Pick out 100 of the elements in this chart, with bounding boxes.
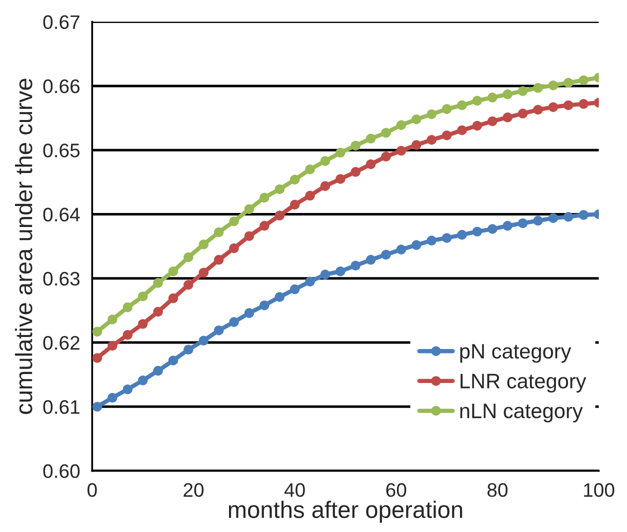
point xyxy=(122,384,132,394)
point xyxy=(548,80,558,90)
point xyxy=(153,278,163,288)
point xyxy=(518,108,528,118)
point xyxy=(548,102,558,112)
point xyxy=(442,130,452,140)
point xyxy=(229,243,239,254)
point xyxy=(350,260,360,270)
x-tick-label: 20 xyxy=(184,483,204,497)
point xyxy=(578,75,588,86)
y-axis-title: cumulative area under the curve xyxy=(14,78,32,414)
point xyxy=(366,254,376,265)
point xyxy=(578,210,588,220)
point xyxy=(198,268,208,278)
point xyxy=(457,125,467,136)
point xyxy=(184,344,194,354)
point xyxy=(564,78,574,88)
point xyxy=(518,218,528,228)
point xyxy=(108,340,118,351)
y-tick-label: 0.64 xyxy=(43,208,80,222)
x-axis-title: months after operation xyxy=(228,500,462,523)
point xyxy=(442,233,452,243)
point xyxy=(426,109,436,120)
point xyxy=(305,190,315,201)
point xyxy=(381,128,391,138)
x-tick-label: 80 xyxy=(487,483,508,497)
point xyxy=(214,325,224,336)
point xyxy=(518,86,528,96)
point xyxy=(229,216,239,226)
point xyxy=(366,134,376,144)
point xyxy=(244,231,254,241)
legend-label: nLN category xyxy=(460,404,583,422)
point xyxy=(184,252,194,262)
point xyxy=(260,300,270,310)
point xyxy=(184,280,194,290)
x-tick-label: 40 xyxy=(284,483,305,497)
point xyxy=(229,317,239,327)
point xyxy=(274,292,284,302)
point xyxy=(548,213,558,223)
point xyxy=(457,100,467,110)
point xyxy=(244,308,254,318)
point xyxy=(108,314,118,324)
y-tick-label: 0.61 xyxy=(43,400,80,414)
y-tick-label: 0.67 xyxy=(43,15,80,30)
point xyxy=(350,140,360,150)
point xyxy=(488,116,498,126)
point xyxy=(472,96,482,106)
point xyxy=(502,112,512,122)
point xyxy=(290,200,300,210)
point xyxy=(396,244,406,254)
x-tick-label: 100 xyxy=(584,483,614,497)
point xyxy=(260,192,270,202)
point xyxy=(426,236,436,246)
point xyxy=(533,104,543,115)
point xyxy=(457,230,467,240)
y-tick-label: 0.65 xyxy=(43,144,80,158)
point xyxy=(336,266,346,276)
point xyxy=(320,156,330,166)
point xyxy=(488,224,498,234)
point xyxy=(502,220,512,231)
y-tick-label: 0.62 xyxy=(43,336,80,350)
point xyxy=(168,356,178,366)
point xyxy=(533,83,543,93)
x-tick-label: 0 xyxy=(88,483,97,497)
point xyxy=(336,148,346,158)
point xyxy=(426,134,436,145)
point xyxy=(122,302,132,312)
point xyxy=(138,291,148,302)
point xyxy=(214,254,224,265)
legend-label: pN category xyxy=(460,344,572,363)
y-tick-label: 0.60 xyxy=(43,464,80,478)
point xyxy=(396,120,406,130)
point xyxy=(381,152,391,162)
x-tick-label: 60 xyxy=(386,483,406,497)
point xyxy=(564,100,574,110)
point xyxy=(488,92,498,102)
point xyxy=(108,392,118,403)
point xyxy=(305,276,315,286)
point xyxy=(472,226,482,236)
point xyxy=(533,216,543,226)
point xyxy=(198,336,208,346)
point xyxy=(366,159,376,170)
point xyxy=(138,376,148,386)
point xyxy=(578,99,588,109)
point xyxy=(153,366,163,376)
point xyxy=(502,89,512,100)
point xyxy=(381,250,391,260)
point xyxy=(168,266,178,276)
point xyxy=(92,353,102,363)
point xyxy=(412,140,422,150)
point xyxy=(168,293,178,304)
point xyxy=(290,174,300,184)
point xyxy=(305,164,315,174)
point xyxy=(472,120,482,131)
point xyxy=(290,284,300,294)
point xyxy=(336,174,346,184)
point xyxy=(350,167,360,177)
point xyxy=(320,181,330,191)
point xyxy=(564,212,574,222)
point xyxy=(198,240,208,250)
